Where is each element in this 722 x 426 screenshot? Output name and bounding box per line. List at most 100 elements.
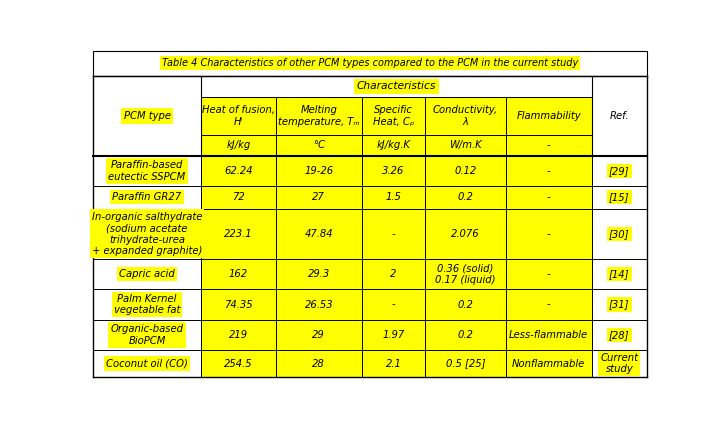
Bar [425,289,505,320]
Text: 62.24: 62.24 [224,166,253,176]
Bar [362,259,425,289]
Text: 219: 219 [229,330,248,340]
Text: 0.2: 0.2 [458,330,474,340]
Text: °C: °C [313,141,325,150]
Text: 162: 162 [229,269,248,279]
Bar [201,259,276,289]
Bar [93,156,647,186]
Text: -: - [547,299,550,310]
Bar [362,156,425,186]
Bar [425,209,505,259]
Text: Ref.: Ref. [609,111,629,121]
Text: Current
study: Current study [600,353,638,374]
Bar [93,259,647,289]
Bar [201,289,276,320]
Text: 28: 28 [313,359,325,368]
Bar [201,156,276,186]
Bar [505,156,591,186]
Text: -: - [547,192,550,202]
Text: 0.2: 0.2 [458,192,474,202]
Text: 0.12: 0.12 [454,166,477,176]
Bar [362,186,425,209]
Text: 3.26: 3.26 [383,166,405,176]
Bar [505,135,591,156]
Text: 74.35: 74.35 [224,299,253,310]
Text: 0.2: 0.2 [458,299,474,310]
Text: 223.1: 223.1 [224,229,253,239]
Bar [276,209,362,259]
Bar [201,135,276,156]
Text: Nonflammable: Nonflammable [512,359,586,368]
Bar [425,156,505,186]
Bar [425,97,505,135]
Bar [93,135,647,156]
Bar [505,289,591,320]
Text: -: - [392,229,396,239]
Text: Specific
Heat, Cₚ: Specific Heat, Cₚ [373,105,414,127]
Bar [505,209,591,259]
Text: Table 4 Characteristics of other PCM types compared to the PCM in the current st: Table 4 Characteristics of other PCM typ… [162,58,578,69]
Bar [276,259,362,289]
Text: 0.5 [25]: 0.5 [25] [445,359,485,368]
Bar [505,97,591,135]
Text: Capric acid: Capric acid [119,269,175,279]
Text: [31]: [31] [609,299,630,310]
Bar [93,51,647,76]
Text: -: - [392,299,396,310]
Text: 1.97: 1.97 [383,330,405,340]
Text: [14]: [14] [609,269,630,279]
Bar [93,186,647,209]
Text: -: - [547,166,550,176]
Text: -: - [547,229,550,239]
Bar [425,350,505,377]
Text: 29: 29 [313,330,325,340]
Bar [276,156,362,186]
Text: 47.84: 47.84 [305,229,333,239]
Text: W/m.K: W/m.K [449,141,482,150]
Text: kJ/kg.K: kJ/kg.K [377,141,411,150]
Bar [201,350,276,377]
Bar [276,320,362,350]
Text: Palm Kernel
vegetable fat: Palm Kernel vegetable fat [114,294,180,315]
Text: Organic-based
BioPCM: Organic-based BioPCM [110,324,183,345]
Bar [93,76,201,156]
Bar [425,186,505,209]
Text: PCM type: PCM type [123,111,170,121]
Bar [93,289,647,320]
Bar [93,97,647,135]
Text: 2.1: 2.1 [386,359,401,368]
Text: 2: 2 [391,269,397,279]
Bar [201,209,276,259]
Bar [425,320,505,350]
Text: Coconut oil (CO): Coconut oil (CO) [106,359,188,368]
Text: [15]: [15] [609,192,630,202]
Text: 27: 27 [313,192,325,202]
Bar [505,320,591,350]
Bar [591,76,647,156]
Bar [276,350,362,377]
Bar [201,320,276,350]
Bar [201,97,276,135]
Bar [362,209,425,259]
Bar [93,350,647,377]
Text: 19-26: 19-26 [304,166,334,176]
Text: 26.53: 26.53 [305,299,333,310]
Text: 254.5: 254.5 [224,359,253,368]
Text: 1.5: 1.5 [386,192,401,202]
Bar [362,135,425,156]
Bar [362,350,425,377]
Bar [505,186,591,209]
Text: Conductivity,
λ: Conductivity, λ [433,105,498,127]
Text: [29]: [29] [609,166,630,176]
Text: Less-flammable: Less-flammable [509,330,588,340]
Bar [276,135,362,156]
Text: -: - [547,141,550,150]
Bar [505,350,591,377]
Text: [28]: [28] [609,330,630,340]
Text: Characteristics: Characteristics [357,81,436,92]
Bar [362,289,425,320]
Text: [30]: [30] [609,229,630,239]
Bar [362,320,425,350]
Bar [93,76,647,97]
Text: Paraffin GR27: Paraffin GR27 [113,192,182,202]
